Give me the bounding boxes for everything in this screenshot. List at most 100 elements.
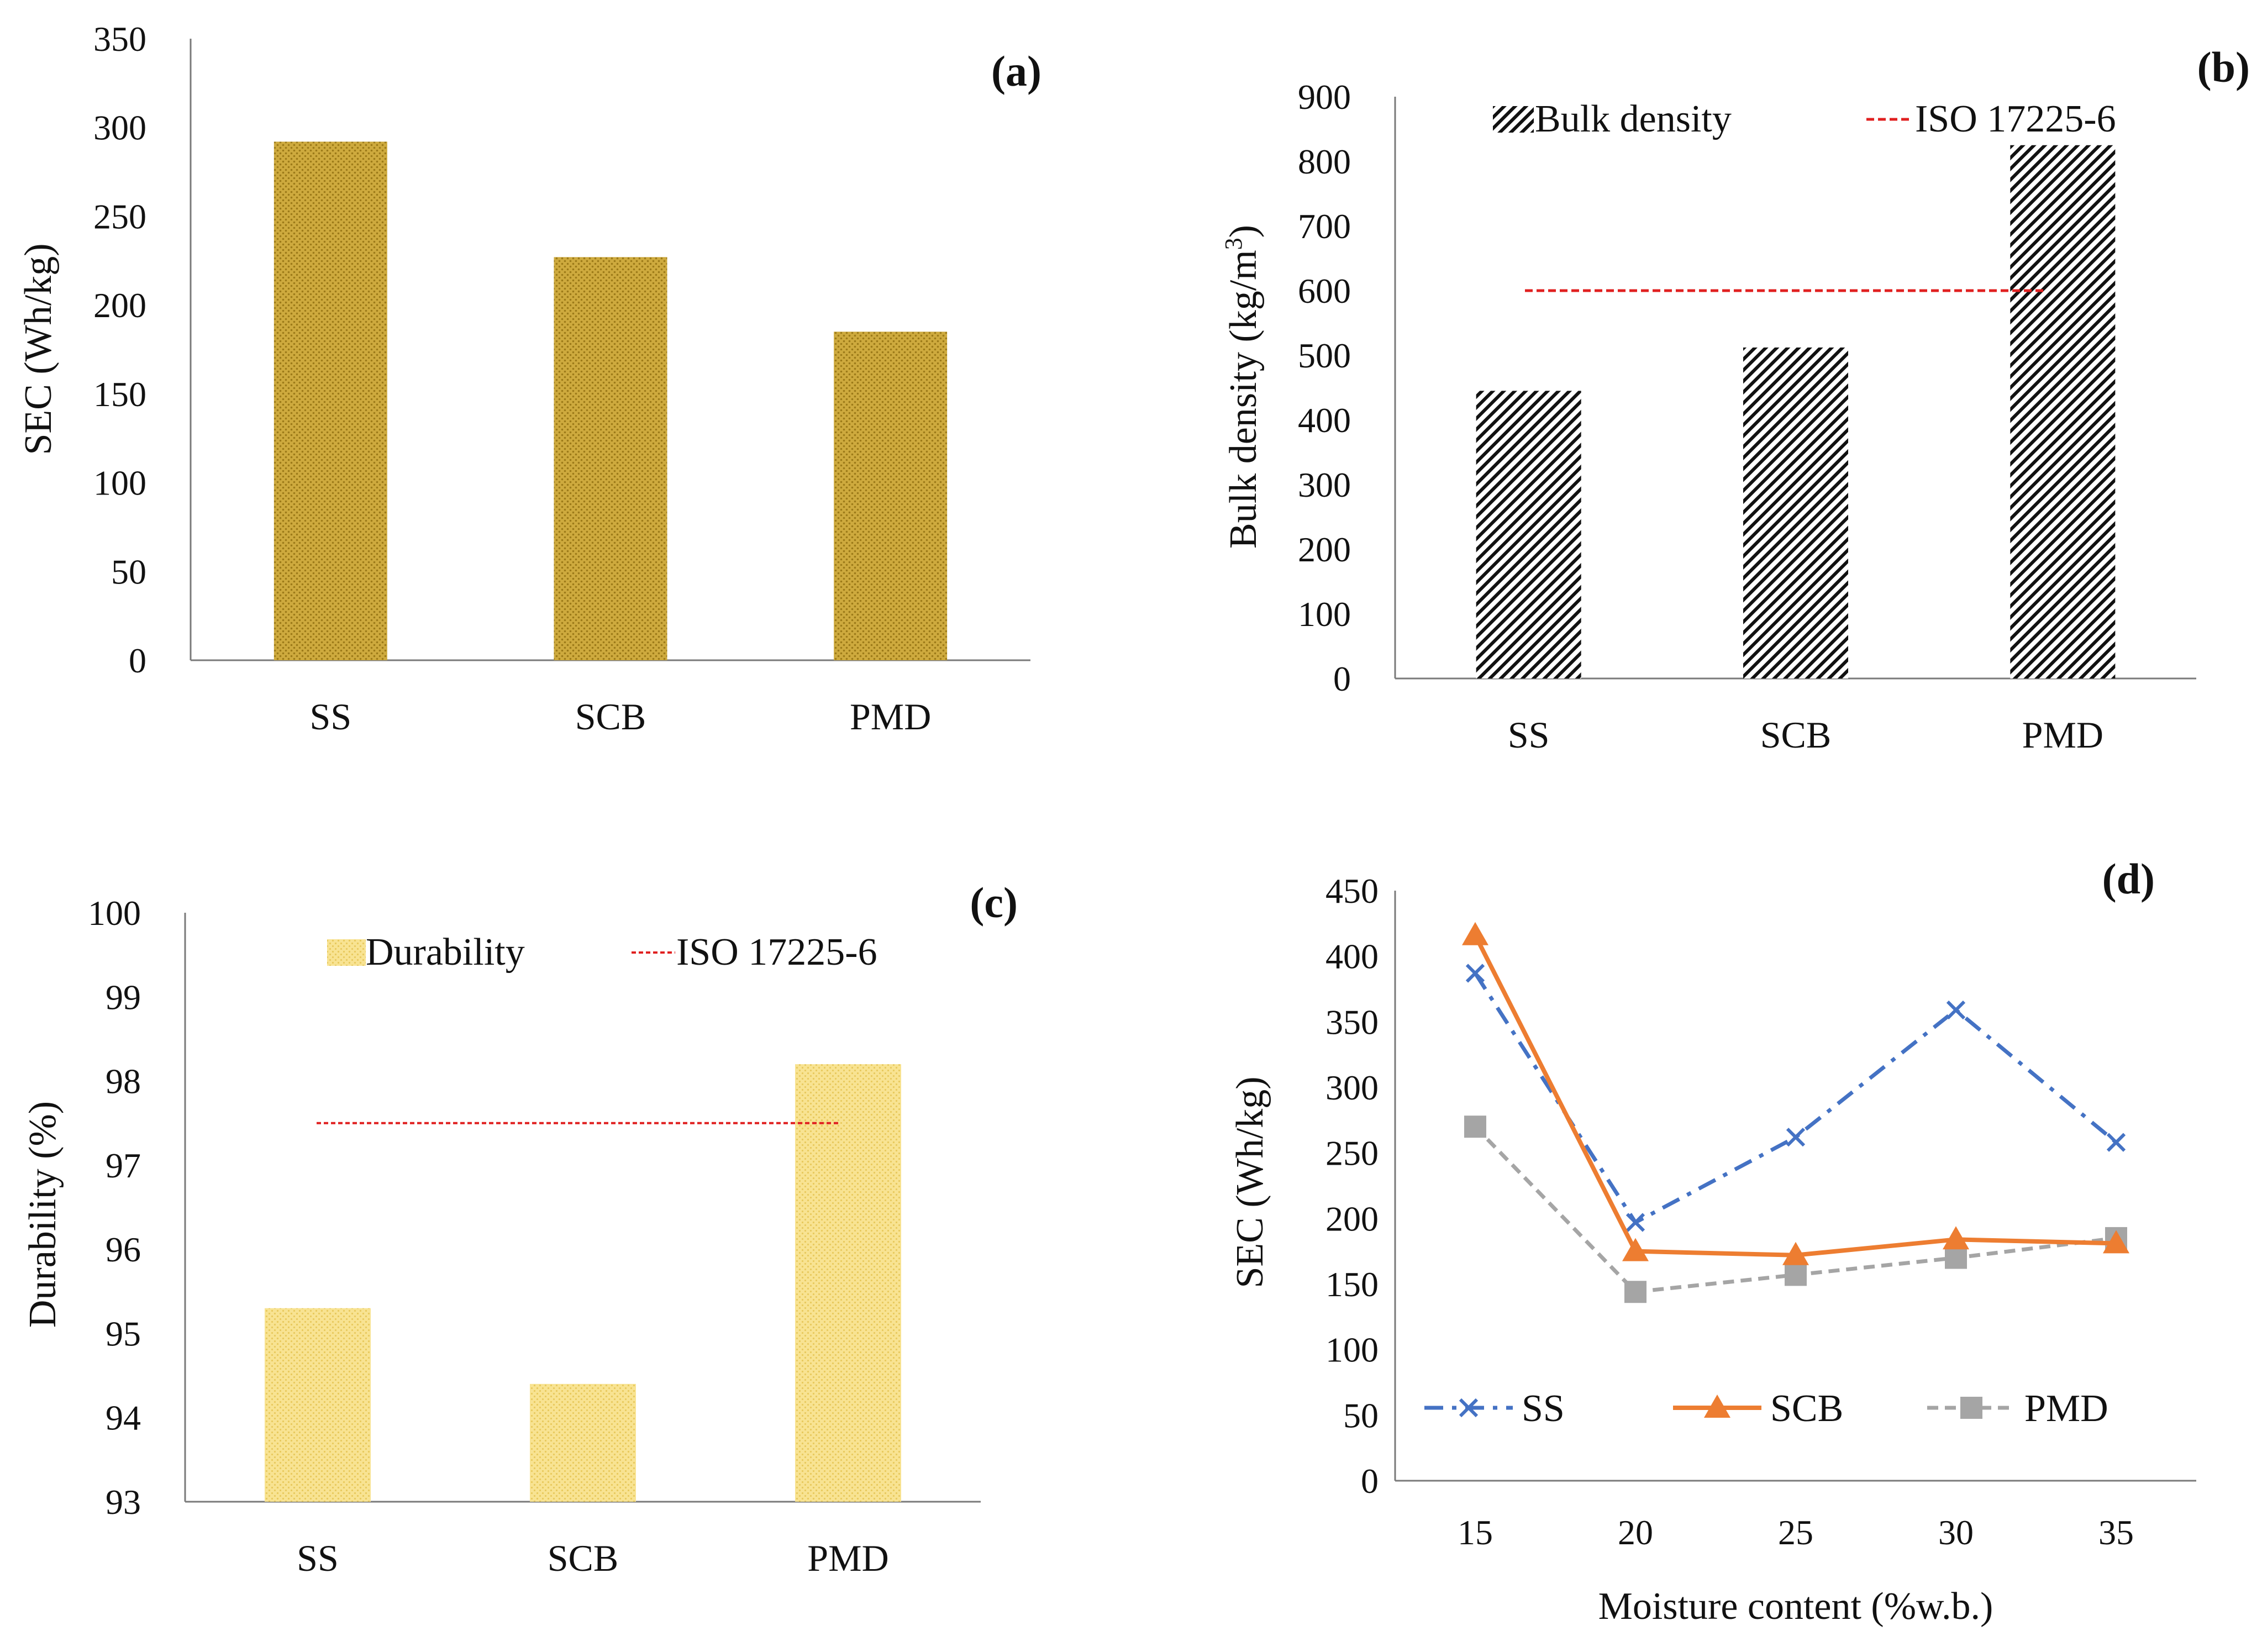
b-y-tick-label: 500 — [1298, 336, 1351, 375]
d-point-scb — [1943, 1226, 1969, 1250]
b-category-label: SCB — [1760, 714, 1832, 756]
c-category-label: PMD — [807, 1537, 888, 1579]
d-legend-label: SS — [1522, 1387, 1565, 1430]
c-panel-label: (c) — [970, 878, 1018, 927]
b-y-tick-label: 200 — [1298, 530, 1351, 569]
a-bar-pmd — [834, 332, 948, 660]
d-point-scb — [1462, 922, 1488, 945]
d-y-tick-label: 400 — [1325, 937, 1379, 976]
b-y-axis-title: Bulk density (kg/m3) — [1220, 225, 1265, 549]
d-x-tick-label: 30 — [1938, 1513, 1974, 1552]
d-x-tick-label: 20 — [1618, 1513, 1653, 1552]
b-y-tick-label: 400 — [1298, 401, 1351, 440]
d-point-scb — [2103, 1230, 2129, 1254]
d-panel-label: (d) — [2102, 855, 2155, 903]
d-y-axis-title: SEC (Wh/kg) — [1229, 1076, 1271, 1288]
d-y-tick-label: 300 — [1325, 1068, 1379, 1107]
d-legend-marker-ss — [1459, 1398, 1479, 1418]
d-y-tick-label: 450 — [1325, 871, 1379, 911]
a-y-axis-title: SEC (Wh/kg) — [17, 243, 60, 455]
d-x-ticks: 15 20 25 30 35 — [1458, 1513, 2134, 1552]
a-categories: SS SCB PMD — [310, 696, 932, 738]
b-y-tick-label: 100 — [1298, 594, 1351, 634]
d-legend-marker-scb — [1704, 1395, 1730, 1418]
c-legend-bar-label: Durability — [366, 931, 525, 974]
b-bar-pmd — [2010, 145, 2116, 678]
b-y-ticks: 0 100 200 300 400 500 600 700 800 900 — [1298, 77, 1351, 698]
b-y-tick-label: 300 — [1298, 465, 1351, 504]
b-category-label: SS — [1508, 714, 1550, 756]
b-y-axis-title-close: ) — [1222, 225, 1265, 238]
panel-b-bulk-density-chart: 0 100 200 300 400 500 600 700 800 900 SS SCB PMD Bu… — [1220, 43, 2250, 756]
d-y-tick-label: 50 — [1343, 1396, 1379, 1435]
b-bar-scb — [1743, 347, 1848, 678]
c-legend-line-label: ISO 17225-6 — [676, 931, 877, 974]
d-y-ticks: 0 50 100 150 200 250 300 350 400 450 — [1325, 871, 1379, 1501]
a-bars — [273, 141, 948, 660]
c-bar-scb — [530, 1383, 636, 1502]
d-y-tick-label: 350 — [1325, 1002, 1379, 1041]
a-y-tick-label: 50 — [111, 552, 146, 591]
d-x-axis-title: Moisture content (%w.b.) — [1598, 1585, 1993, 1628]
c-y-tick-label: 96 — [106, 1230, 141, 1269]
d-y-tick-label: 150 — [1325, 1265, 1379, 1304]
d-point-scb — [1622, 1238, 1649, 1261]
a-y-tick-label: 0 — [129, 641, 146, 680]
c-y-tick-label: 93 — [106, 1482, 141, 1522]
a-category-label: SCB — [575, 696, 646, 738]
c-y-axis-title: Durability (%) — [22, 1101, 64, 1328]
a-bar-ss — [273, 141, 387, 660]
b-y-tick-label: 0 — [1333, 659, 1351, 698]
d-series-line-scb — [1473, 934, 2117, 1258]
c-category-label: SCB — [548, 1537, 619, 1579]
a-category-label: PMD — [850, 696, 931, 738]
d-y-tick-label: 250 — [1325, 1134, 1379, 1173]
d-x-tick-label: 15 — [1458, 1513, 1493, 1552]
b-y-tick-label: 800 — [1298, 142, 1351, 181]
d-point-scb — [1782, 1241, 1809, 1265]
b-panel-label: (b) — [2197, 43, 2250, 91]
c-y-tick-label: 94 — [106, 1398, 141, 1438]
b-bars — [1476, 145, 2116, 678]
d-point-pmd — [1945, 1246, 1967, 1269]
d-legend-marker-pmd — [1960, 1397, 1982, 1419]
d-point-ss — [1786, 1128, 1806, 1147]
panel-c-durability-chart: 93 94 95 96 97 98 99 100 SS SCB PMD Durability IS… — [22, 878, 1018, 1579]
c-legend-swatch-bar — [327, 939, 366, 966]
d-x-tick-label: 25 — [1778, 1513, 1813, 1552]
b-y-tick-label: 700 — [1298, 207, 1351, 246]
b-category-label: PMD — [2022, 714, 2103, 756]
b-y-axis-title-sup: 3 — [1220, 238, 1247, 250]
d-point-pmd — [1624, 1281, 1646, 1303]
d-y-tick-label: 200 — [1325, 1199, 1379, 1238]
d-point-ss — [1946, 1000, 1966, 1020]
a-y-tick-label: 100 — [93, 464, 146, 503]
d-y-tick-label: 0 — [1361, 1461, 1379, 1501]
a-y-ticks: 0 50 100 150 200 250 300 350 — [93, 19, 146, 680]
d-series-line-ss — [1474, 972, 2118, 1224]
b-legend-swatch-bar — [1493, 106, 1534, 133]
a-y-tick-label: 350 — [93, 19, 146, 59]
a-y-tick-label: 300 — [93, 108, 146, 148]
a-y-tick-label: 250 — [93, 197, 146, 236]
c-category-label: SS — [297, 1537, 339, 1579]
d-point-pmd — [1785, 1264, 1807, 1286]
a-panel-label: (a) — [991, 47, 1041, 95]
b-legend-line-label: ISO 17225-6 — [1915, 98, 2116, 140]
panel-d-sec-vs-moisture-chart: 0 50 100 150 200 250 300 350 400 450 15 20 25 30 35 S… — [1229, 855, 2196, 1628]
c-y-tick-label: 97 — [106, 1146, 141, 1185]
b-bar-ss — [1476, 391, 1581, 678]
a-bar-scb — [554, 257, 667, 660]
c-y-tick-label: 100 — [88, 893, 141, 933]
c-bar-ss — [265, 1308, 371, 1502]
c-y-tick-label: 95 — [106, 1314, 141, 1353]
b-y-tick-label: 900 — [1298, 77, 1351, 117]
c-y-ticks: 93 94 95 96 97 98 99 100 — [88, 893, 141, 1522]
b-categories: SS SCB PMD — [1508, 714, 2103, 756]
panel-a-sec-bar-chart: 0 50 100 150 200 250 300 350 SS SCB PMD (a) SEC (… — [17, 19, 1041, 738]
c-bars — [265, 1064, 901, 1502]
a-y-tick-label: 150 — [93, 375, 146, 414]
a-category-label: SS — [310, 696, 352, 738]
c-y-tick-label: 99 — [106, 977, 141, 1017]
